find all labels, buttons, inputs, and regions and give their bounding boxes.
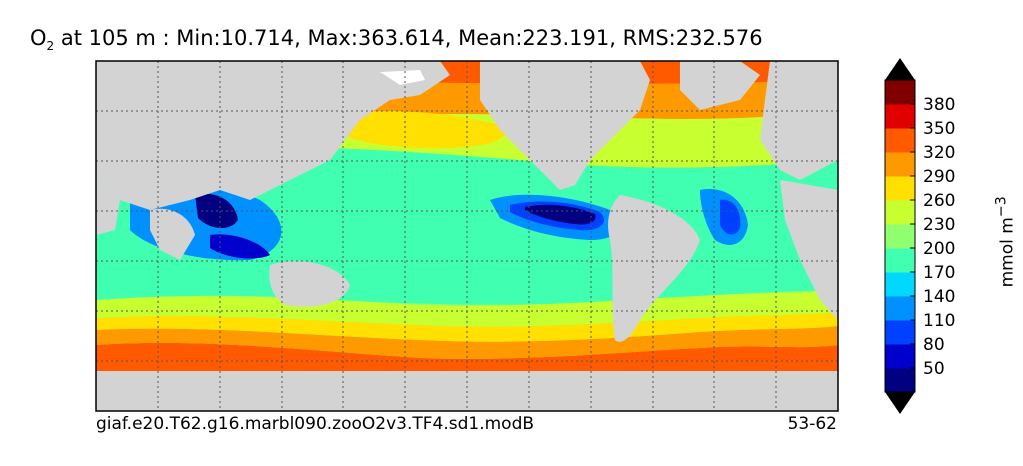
colorbar-tick-label: 110	[923, 311, 955, 331]
colorbar-tick-label: 260	[923, 191, 955, 211]
greenland-land	[680, 61, 760, 110]
chart-title: O2 at 105 m : Min:10.714, Max:363.614, M…	[30, 26, 763, 53]
colorbar-segment	[885, 176, 915, 201]
colorbar-tick-label: 140	[923, 287, 955, 307]
colorbar-extend-min	[885, 392, 915, 414]
colorbar-segment	[885, 344, 915, 369]
europe-africa-land	[760, 61, 838, 180]
bay-of-bengal-omz	[210, 234, 270, 259]
colorbar-tick-label: 380	[923, 95, 955, 115]
sea-ice-patch	[380, 70, 425, 85]
colorbar-tick-label: 350	[923, 119, 955, 139]
north-america-land	[480, 61, 650, 190]
north-pacific-yellow	[330, 111, 506, 149]
title-variable: O	[30, 26, 47, 50]
title-subscript: 2	[46, 39, 55, 54]
title-stats: at 105 m : Min:10.714, Max:363.614, Mean…	[60, 26, 763, 50]
map-area	[96, 61, 838, 411]
colorbar-segment	[885, 368, 915, 393]
run-name: giaf.e20.T62.g16.marbl090.zooO2v3.TF4.sd…	[96, 414, 535, 434]
colorbar-segment	[885, 248, 915, 273]
colorbar-tick-label: 80	[923, 335, 945, 355]
colorbar-segment	[885, 224, 915, 249]
colorbar-tick-label: 200	[923, 239, 955, 259]
colorbar-extend-max	[885, 58, 915, 80]
colorbar-tick-label: 320	[923, 143, 955, 163]
southern-ocean-high	[96, 342, 838, 371]
colorbar-tick-label: 50	[923, 359, 945, 379]
colorbar-segment	[885, 200, 915, 225]
india-land	[150, 208, 195, 260]
eastern-pacific-omz-core	[525, 204, 596, 225]
colorbar-segment	[885, 320, 915, 345]
colorbar-tick-label: 170	[923, 263, 955, 283]
colorbar-unit: mmol m	[997, 217, 1018, 288]
colorbar-segment	[885, 104, 915, 129]
colorbar-tick-label: 290	[923, 167, 955, 187]
colorbar-segment	[885, 152, 915, 177]
colorbar-segment	[885, 80, 915, 105]
colorbar-segment	[885, 272, 915, 297]
australia-land	[269, 261, 350, 307]
colorbar-segment	[885, 296, 915, 321]
eurasia-land	[96, 61, 450, 210]
south-america-land	[608, 195, 700, 342]
colorbar-segment	[885, 128, 915, 153]
colorbar-frame	[884, 79, 916, 393]
map-frame	[95, 60, 839, 412]
africa-east-land	[96, 180, 120, 235]
colorbar-label: mmol m−3	[994, 196, 1018, 287]
gridlines	[96, 61, 838, 411]
colorbar-tick-label: 230	[923, 215, 955, 235]
colorbar-unit-exponent: −3	[993, 196, 1010, 218]
africa-land	[780, 180, 838, 320]
colorbar: 50 80 110 140 170 200 230 260 290 320 350 380	[884, 58, 955, 414]
atlantic-omz-core	[720, 199, 741, 235]
year-range: 53-62	[787, 414, 837, 434]
